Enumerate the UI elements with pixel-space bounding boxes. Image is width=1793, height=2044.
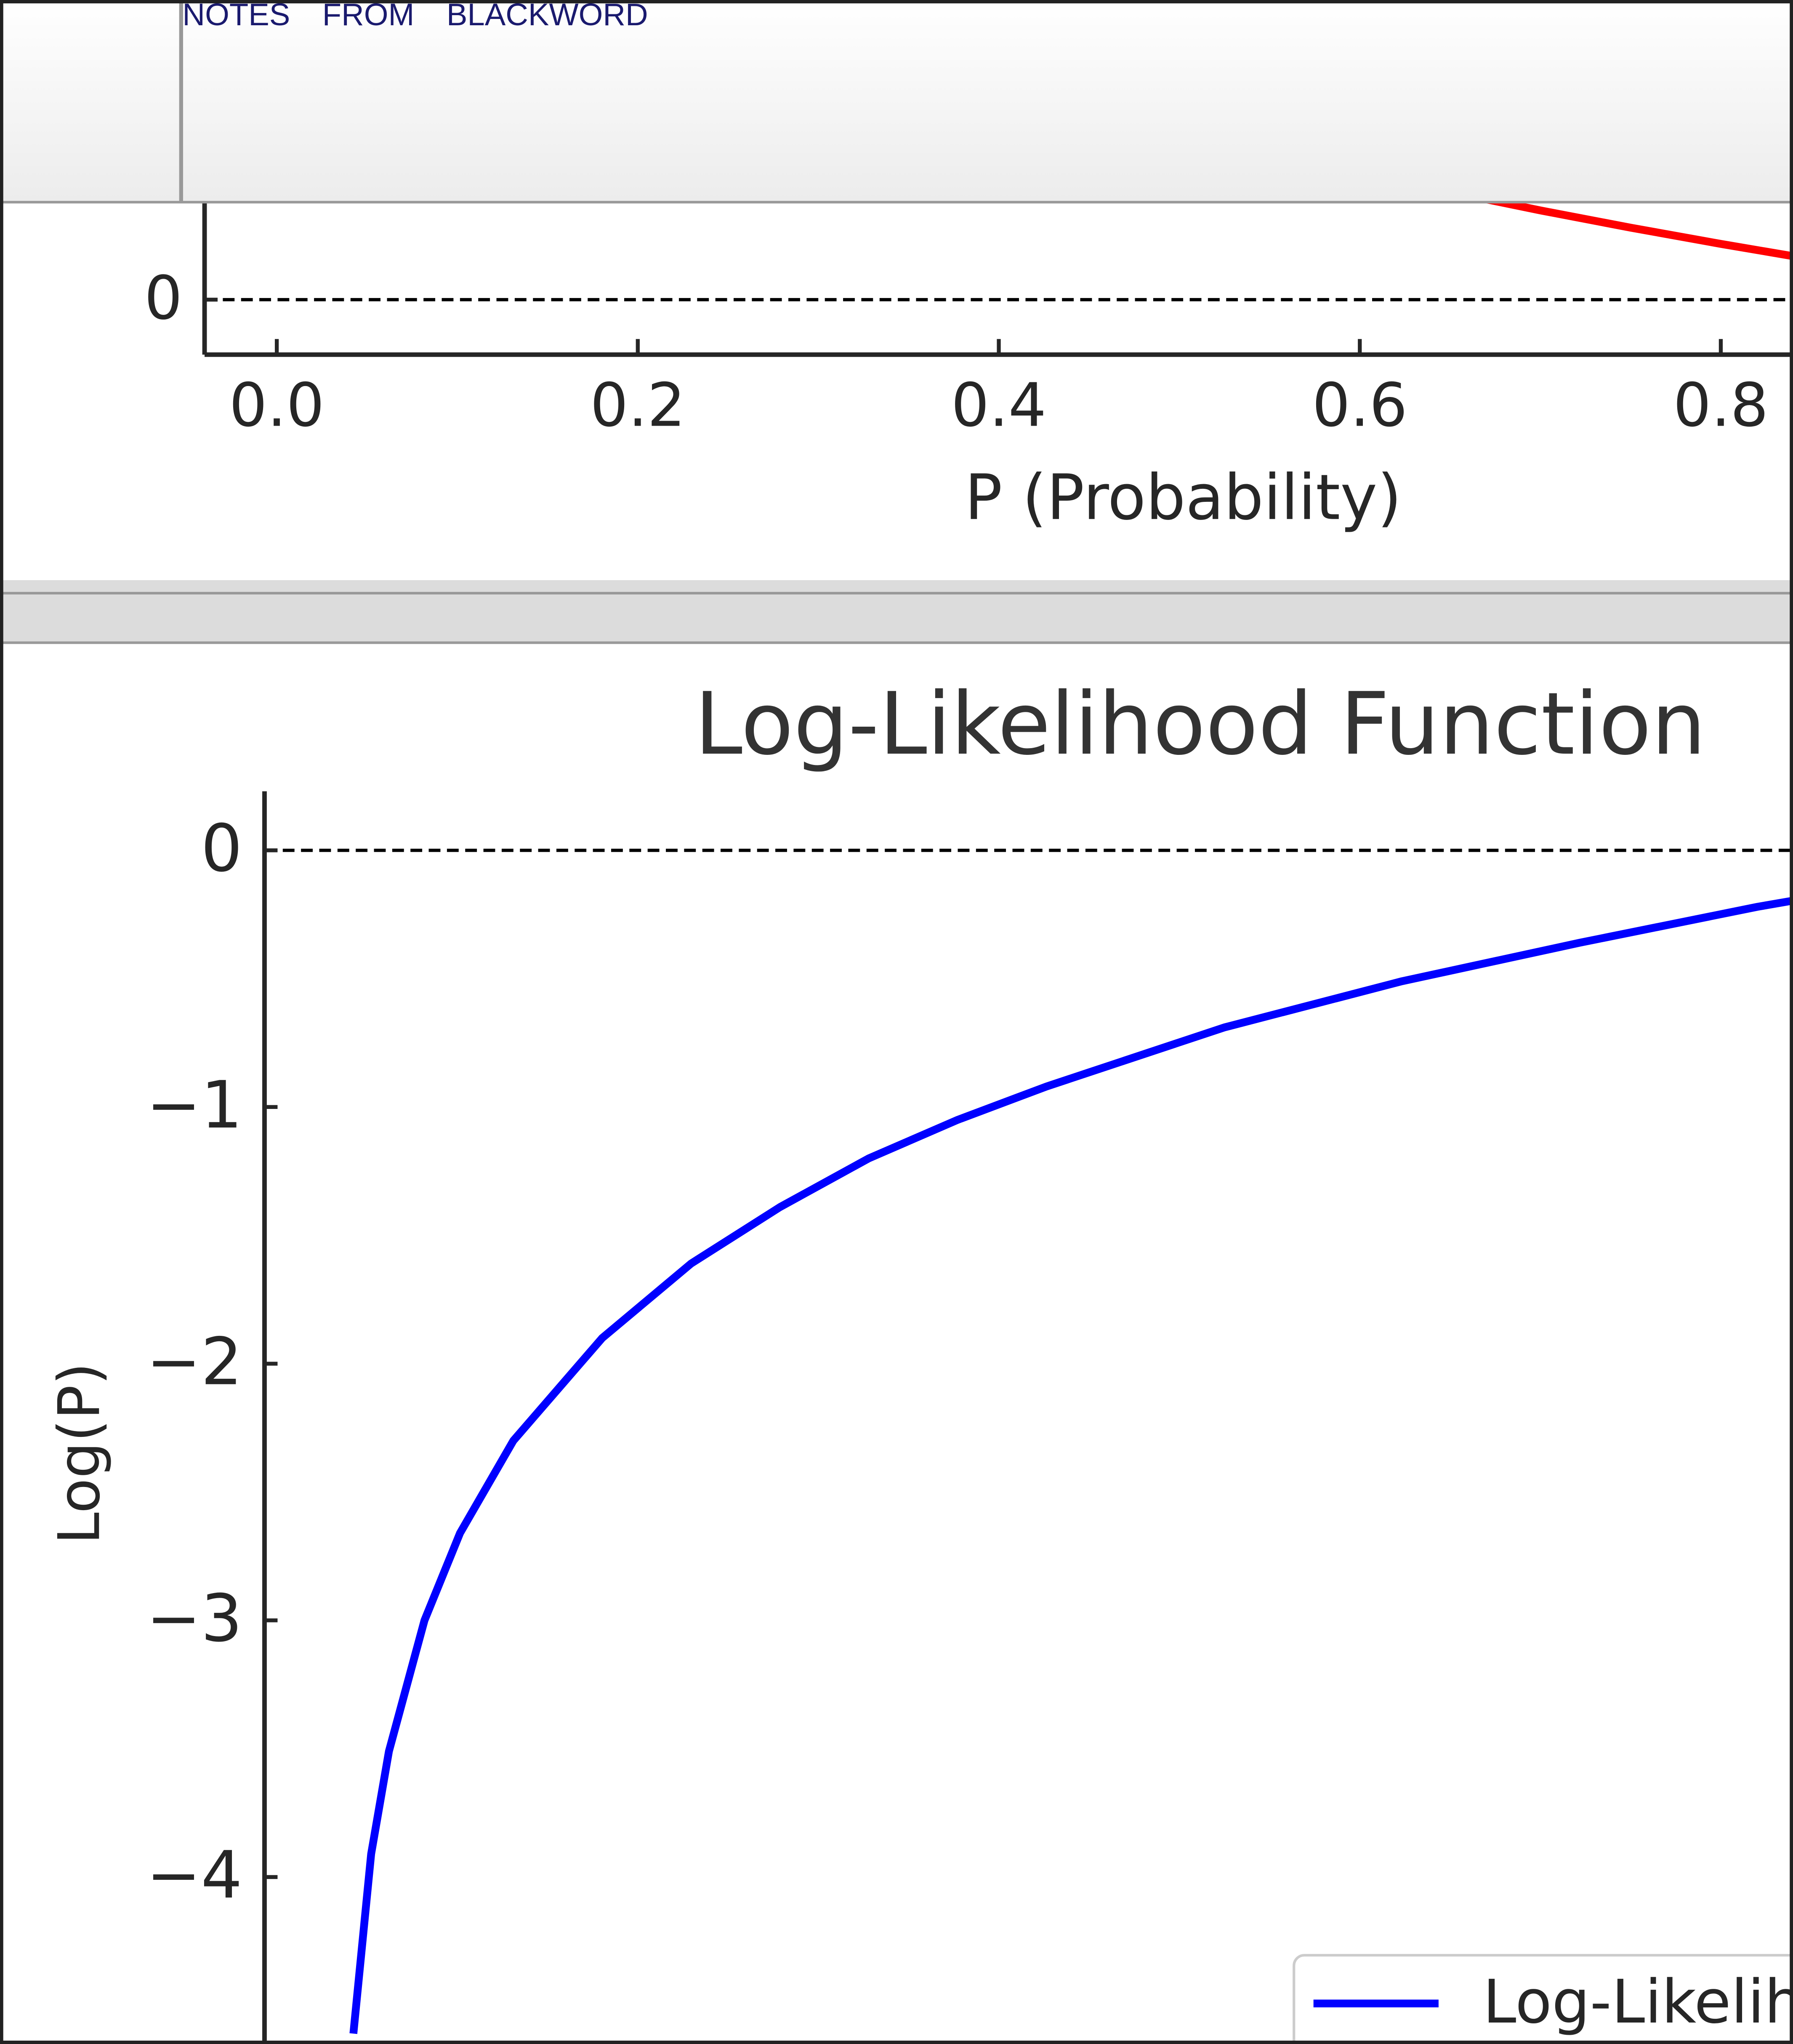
x-tick-label: 0.0 xyxy=(229,370,324,440)
legend: Log-Likelihood xyxy=(1293,1954,1793,2044)
x-tick-label: 0.4 xyxy=(951,370,1046,440)
bottom-chart-panel: 0 −1 −2 −3 −4 Log(P) Log-Likelihood Function Lo… xyxy=(46,674,1793,2044)
y-tick-label: 0 xyxy=(201,810,242,886)
x-tick-label: 0.2 xyxy=(590,370,685,440)
legend-label: Log-Likelihood xyxy=(1483,1967,1793,2037)
legend-box xyxy=(1293,1954,1793,2044)
y-tick-label: −4 xyxy=(146,1837,242,1913)
y-tick-label: −3 xyxy=(146,1580,242,1656)
y-tick-label: −2 xyxy=(146,1324,242,1400)
separator xyxy=(0,580,1793,643)
x-tick-label: 0.6 xyxy=(1312,370,1407,440)
top-chart-panel: 0 0.0 0.2 0.4 0.6 0.8 P (Probability) xyxy=(144,202,1793,534)
header-title: NOTES FROM BLACKWORD xyxy=(182,0,648,32)
plot-area xyxy=(1480,202,1793,260)
y-tick-label: 0 xyxy=(144,263,183,333)
y-tick-label: −1 xyxy=(146,1067,242,1143)
data-line xyxy=(349,896,1793,2034)
chart-title: Log-Likelihood Function xyxy=(694,674,1706,774)
header xyxy=(0,0,1793,203)
x-tick-label: 0.8 xyxy=(1673,370,1768,440)
y-axis-label: Log(P) xyxy=(46,1362,113,1544)
plot-area xyxy=(349,896,1793,2034)
data-line xyxy=(1480,202,1793,260)
x-axis-label: P (Probability) xyxy=(965,461,1402,534)
